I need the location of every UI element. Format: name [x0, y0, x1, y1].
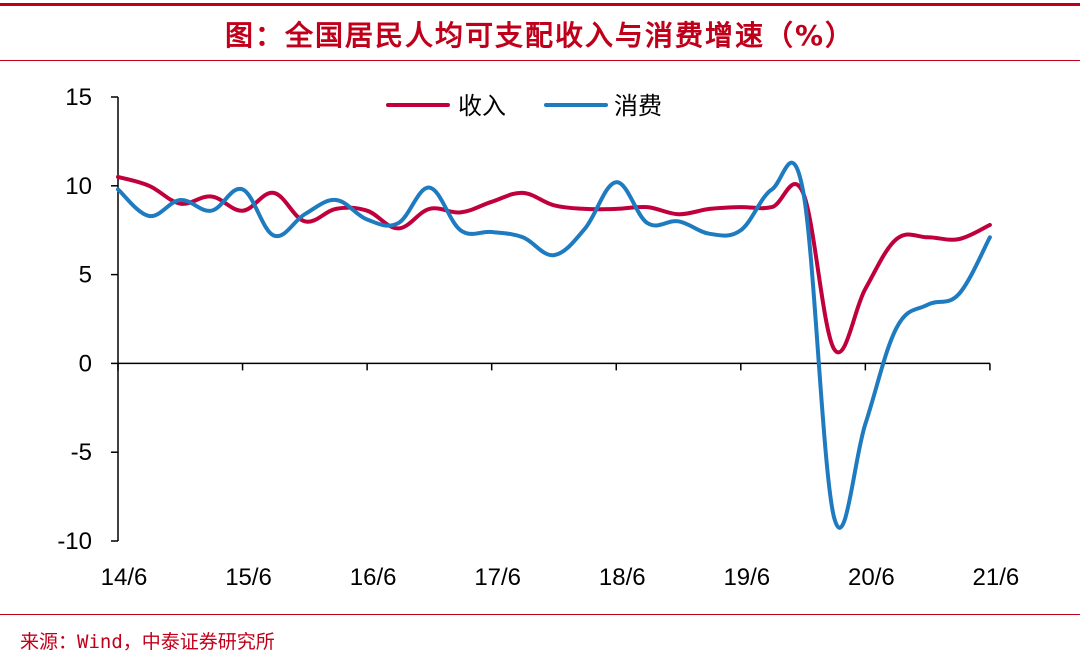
legend-label-income: 收入	[458, 92, 506, 120]
chart-series	[116, 160, 992, 530]
top-rule	[0, 3, 1080, 6]
x-tick-label: 15/6	[225, 564, 272, 591]
x-tick-label: 18/6	[599, 564, 646, 591]
bottom-rule	[0, 614, 1080, 615]
x-tick-label: 16/6	[350, 564, 397, 591]
x-tick-label: 21/6	[973, 564, 1020, 591]
chart-axes: 15 10 5 0 -5 -10 14/6 15/6 16/6 17/6 18/6 19/6 20/6 2…	[57, 84, 1019, 591]
legend-label-consumption: 消费	[614, 92, 662, 120]
y-tick-label: 5	[79, 262, 92, 289]
series-line-income	[116, 174, 992, 355]
x-tick-label: 20/6	[848, 564, 895, 591]
y-tick-label: 0	[79, 350, 92, 377]
y-tick-label: -5	[71, 439, 92, 466]
chart-legend: 收入 消费	[386, 92, 662, 120]
chart-title: 图：全国居民人均可支配收入与消费增速（%）	[224, 19, 856, 52]
series-line-consumption	[116, 160, 992, 530]
source-note: 来源：Wind，中泰证券研究所	[20, 631, 275, 653]
x-tick-label: 19/6	[723, 564, 770, 591]
x-tick-label: 14/6	[101, 564, 148, 591]
title-rule	[0, 60, 1080, 61]
y-tick-label: -10	[57, 528, 92, 555]
y-tick-label: 15	[65, 84, 92, 111]
y-tick-label: 10	[65, 173, 92, 200]
x-tick-label: 17/6	[474, 564, 521, 591]
